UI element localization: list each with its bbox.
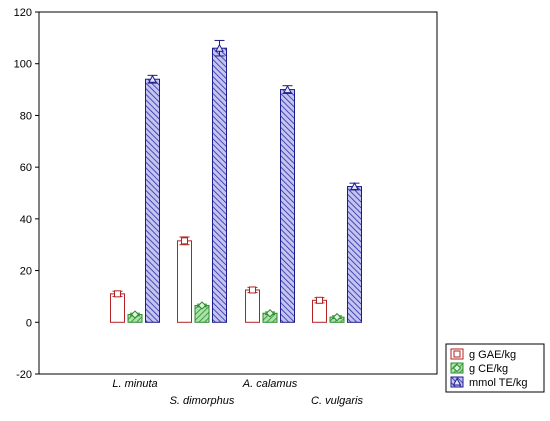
square-marker [181,237,188,245]
legend-label: g GAE/kg [469,349,516,361]
triangle-marker [283,85,292,94]
x-tick-label: S. dimorphus [170,395,235,407]
x-tick-label: A. calamus [242,378,298,390]
legend-label: g CE/kg [469,363,508,375]
square-marker [114,290,121,298]
diamond-marker [265,309,275,318]
y-tick-label: 120 [14,7,32,19]
square-marker [453,350,461,358]
plot-area: -20 0 20 40 60 80 100 120 L. minuta S. dimorphus A… [14,7,438,407]
y-tick-label: 20 [20,266,32,278]
legend: g GAE/kg g CE/kg mmol TE/kg [445,343,545,393]
bar [245,289,260,323]
legend-label: mmol TE/kg [469,377,527,389]
diamond-marker [197,301,207,310]
y-tick-label: 40 [20,214,32,226]
diamond-marker [130,310,140,319]
x-tick-label: C. vulgaris [311,395,363,407]
plot-frame [38,11,438,375]
y-tick-label: 80 [20,110,32,122]
bar [110,293,125,323]
y-tick-label: 0 [26,317,32,329]
bar [347,186,362,323]
triangle-marker [452,377,462,386]
square-marker [316,296,323,304]
triangle-marker [350,181,359,191]
bar [145,78,160,323]
x-tick-label: L. minuta [112,378,157,390]
diamond-marker [452,363,462,373]
y-tick-label: -20 [16,369,32,381]
bar [212,47,227,323]
bar [177,240,192,323]
triangle-marker [148,74,157,83]
bar [280,89,295,323]
square-marker [249,286,256,294]
diamond-marker [332,312,342,322]
y-tick-label: 100 [14,59,32,71]
triangle-marker [215,43,224,52]
y-tick-label: 60 [20,162,32,174]
